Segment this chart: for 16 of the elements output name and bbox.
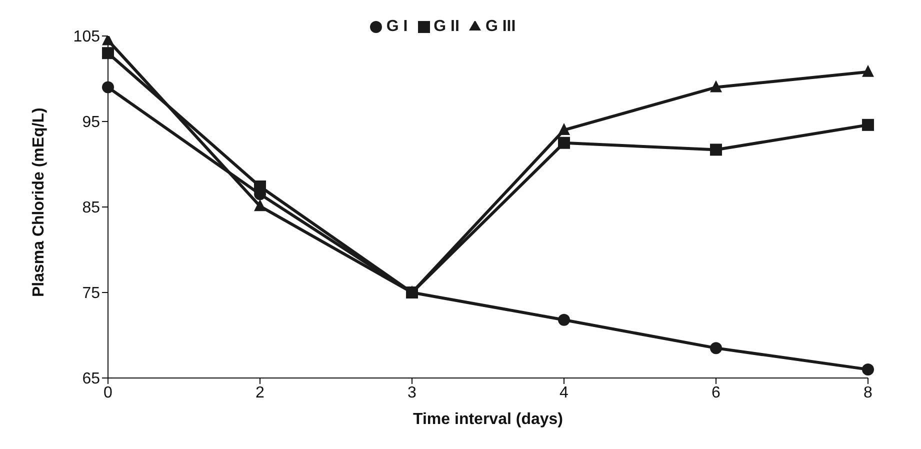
x-tick-label: 2 xyxy=(256,384,265,402)
y-tick-label: 75 xyxy=(82,285,100,302)
x-tick-label: 3 xyxy=(408,384,417,402)
x-axis-title: Time interval (days) xyxy=(413,411,563,428)
x-tick-label: 8 xyxy=(864,384,873,402)
y-tick-label: 105 xyxy=(73,28,100,46)
y-tick-label: 85 xyxy=(82,200,100,217)
x-tick-label: 0 xyxy=(104,384,113,402)
legend-label: G III xyxy=(485,18,516,35)
y-tick-label: 65 xyxy=(82,370,100,388)
y-tick-label: 95 xyxy=(82,114,100,132)
legend-label: G I xyxy=(386,18,408,35)
x-tick-label: 6 xyxy=(712,384,721,402)
y-axis-title: Plasma Chloride (mEq/L) xyxy=(30,108,48,297)
legend-label: G II xyxy=(434,18,460,35)
x-tick-label: 4 xyxy=(560,384,569,402)
